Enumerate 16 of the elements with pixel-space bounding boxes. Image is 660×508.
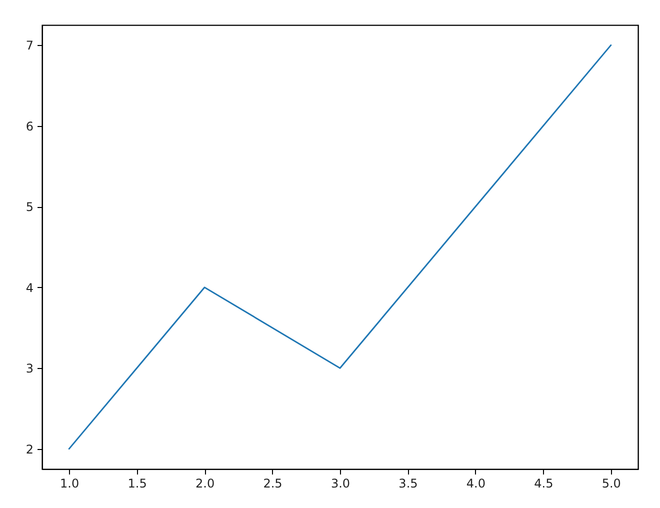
y-tick-label: 3	[26, 362, 34, 376]
y-tick-label: 5	[26, 200, 34, 214]
x-tick-label: 5.0	[602, 476, 621, 490]
x-tick-label: 1.5	[128, 476, 147, 490]
x-tick-label: 3.5	[398, 476, 418, 490]
x-tick-label: 4.5	[534, 476, 554, 490]
x-tick-label: 3.0	[330, 476, 350, 490]
x-tick-label: 2.5	[263, 476, 282, 490]
y-tick-label: 4	[26, 280, 34, 295]
x-tick-label: 1.0	[60, 476, 80, 490]
x-tick-label: 4.0	[466, 476, 486, 490]
y-tick-label: 6	[26, 119, 34, 134]
x-tick-label: 2.0	[196, 476, 215, 490]
line-series	[68, 44, 612, 450]
y-tick-label: 7	[26, 38, 34, 53]
y-tick-label: 2	[26, 442, 34, 456]
